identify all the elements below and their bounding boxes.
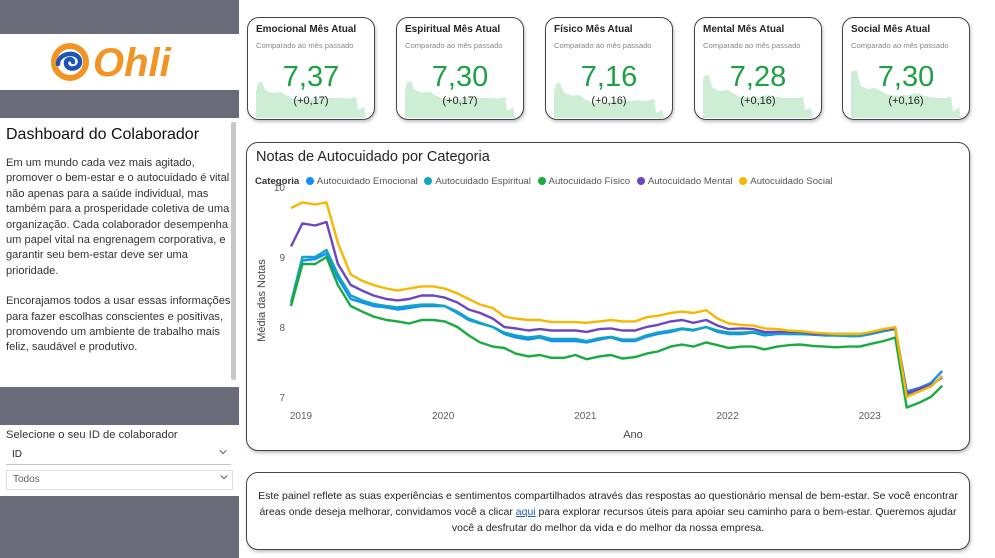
chevron-down-icon: [220, 475, 228, 480]
series-line-autocuidado-social: [290, 201, 944, 399]
kpi-delta: (+0,16): [888, 95, 924, 107]
x-axis-label: Ano: [623, 429, 643, 441]
legend-dot: [537, 177, 546, 185]
kpi-value: 7,16: [580, 61, 638, 93]
legend-item-mental[interactable]: Autocuidado Mental: [636, 176, 733, 187]
kpi-delta: (+0,16): [740, 95, 776, 107]
description-panel: Dashboard do Colaborador Em um mundo cad…: [0, 118, 239, 387]
legend-dot: [636, 177, 645, 185]
series-line-autocuidado-espiritual: [289, 248, 944, 397]
kpi-sparkline: [405, 80, 515, 118]
ohli-logo: Ohli: [51, 41, 172, 85]
kpi-delta: (+0,17): [293, 95, 329, 107]
legend-dot: [305, 177, 314, 185]
y-tick-label: 10: [274, 183, 286, 194]
kpi-title: Físico Mês Atual: [554, 24, 633, 35]
description-scrollbar[interactable]: [231, 122, 236, 380]
x-tick-label: 2022: [716, 411, 739, 422]
legend-item-fisico[interactable]: Autocuidado Físico: [537, 176, 631, 187]
kpi-value: 7,30: [877, 61, 935, 93]
kpi-delta: (+0,17): [442, 95, 478, 107]
legend-label: Autocuidado Mental: [647, 176, 733, 187]
kpi-title: Espiritual Mês Atual: [405, 24, 501, 35]
sparkline-area: [703, 74, 813, 118]
legend-label: Autocuidado Social: [750, 176, 833, 187]
kpi-subtitle: Comparado ao mês passado: [554, 41, 652, 50]
id-dropdown-value: ID: [12, 449, 22, 460]
chart-card: Notas de Autocuidado por Categoria Categ…: [246, 142, 970, 451]
kpi-card-social[interactable]: Social Mês Atual Comparado ao mês passad…: [842, 17, 970, 120]
sparkline-area: [554, 82, 664, 118]
x-tick-label: 2019: [290, 411, 313, 422]
legend-item-social[interactable]: Autocuidado Social: [739, 176, 832, 187]
x-tick-label: 2021: [574, 411, 597, 422]
employee-dropdown[interactable]: Todos: [6, 470, 233, 490]
sparkline-area: [851, 70, 961, 118]
y-tick-label: 9: [279, 253, 285, 264]
kpi-card-fisico[interactable]: Físico Mês Atual Comparado ao mês passad…: [545, 17, 673, 120]
kpi-card-espiritual[interactable]: Espiritual Mês Atual Comparado ao mês pa…: [396, 17, 524, 120]
legend-label: Autocuidado Espiritual: [435, 176, 531, 187]
kpi-title: Social Mês Atual: [851, 24, 931, 35]
kpi-delta: (+0,16): [591, 95, 627, 107]
kpi-sparkline: [256, 81, 366, 118]
logo-text: Ohli: [93, 41, 172, 85]
legend-dot: [424, 177, 433, 185]
id-filter-label: Selecione o seu ID de colaborador: [6, 429, 178, 441]
y-tick-label: 8: [279, 323, 285, 334]
kpi-title: Mental Mês Atual: [703, 24, 785, 35]
kpi-sparkline: [703, 74, 813, 118]
footer-card: Este painel reflete as suas experiências…: [246, 472, 970, 550]
id-filter-panel: Selecione o seu ID de colaborador ID Tod…: [0, 425, 239, 496]
description-paragraph-1: Em um mundo cada vez mais agitado, promo…: [6, 157, 230, 277]
y-tick-label: 7: [279, 393, 285, 404]
footer-text-before: Este painel reflete as suas experiências…: [258, 490, 958, 518]
legend-label: Autocuidado Emocional: [316, 176, 418, 187]
kpi-sparkline: [554, 82, 664, 118]
resources-link[interactable]: aqui: [515, 506, 536, 518]
footer-text-after: para explorar recursos úteis para apoiar…: [451, 506, 957, 534]
kpi-subtitle: Comparado ao mês passado: [851, 41, 949, 50]
kpi-subtitle: Comparado ao mês passado: [703, 41, 801, 50]
description-text: Em um mundo cada vez mais agitado, promo…: [6, 156, 232, 356]
kpi-card-mental[interactable]: Mental Mês Atual Comparado ao mês passad…: [694, 17, 822, 120]
chevron-down-icon: [219, 450, 227, 455]
sparkline-area: [256, 81, 366, 118]
x-tick-label: 2020: [432, 411, 455, 422]
kpi-value: 7,37: [282, 61, 340, 93]
series-line-autocuidado-emocional: [289, 252, 944, 393]
kpi-title: Emocional Mês Atual: [256, 24, 357, 35]
employee-dropdown-value: Todos: [13, 474, 40, 485]
kpi-value: 7,30: [431, 61, 489, 93]
y-axis-label: Média das Notas: [256, 259, 268, 342]
kpi-subtitle: Comparado ao mês passado: [256, 41, 354, 50]
kpi-subtitle: Comparado ao mês passado: [405, 41, 503, 50]
sparkline-area: [405, 80, 515, 118]
line-chart[interactable]: 7 8 9 10 2019 2020 2021 2022 2023 Ano Média das No…: [247, 143, 969, 450]
kpi-sparkline: [851, 70, 961, 118]
legend-item-espiritual[interactable]: Autocuidado Espiritual: [424, 176, 531, 187]
id-dropdown[interactable]: ID: [6, 446, 231, 465]
series-line-autocuidado-físico: [289, 255, 944, 409]
legend-dot: [739, 177, 748, 185]
description-paragraph-2: Encorajamos todos a usar essas informaçõ…: [6, 295, 231, 354]
logo-area: Ohli: [0, 34, 239, 90]
chart-title: Notas de Autocuidado por Categoria: [256, 149, 490, 165]
kpi-value: 7,28: [729, 61, 787, 93]
dashboard-title: Dashboard do Colaborador: [6, 126, 200, 143]
kpi-card-emocional[interactable]: Emocional Mês Atual Comparado ao mês pas…: [247, 17, 375, 120]
legend-label: Autocuidado Físico: [548, 176, 631, 187]
footer-text: Este painel reflete as suas experiências…: [255, 488, 961, 536]
x-tick-label: 2023: [859, 411, 882, 422]
legend-title: Categoria: [255, 176, 300, 187]
legend-item-emocional[interactable]: Autocuidado Emocional: [305, 176, 418, 187]
chart-legend: Categoria Autocuidado Emocional Autocuid…: [255, 176, 836, 187]
